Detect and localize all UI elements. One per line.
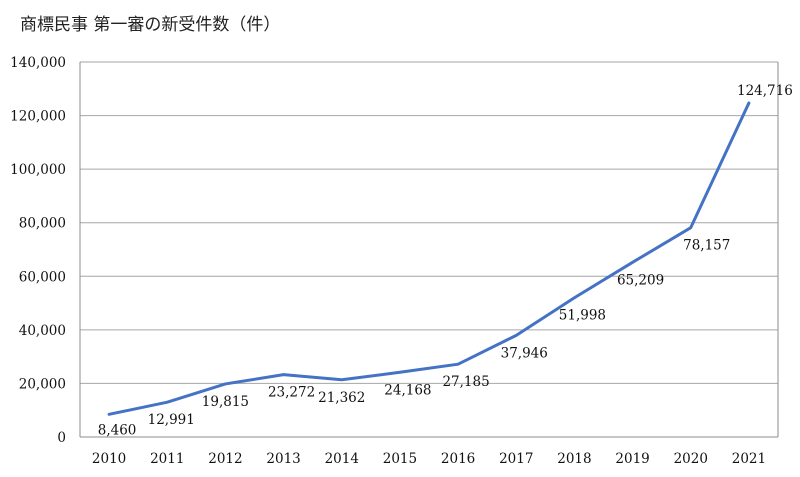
x-tick-label: 2013 bbox=[266, 451, 300, 467]
x-tick-label: 2014 bbox=[325, 451, 359, 467]
data-label: 51,998 bbox=[559, 308, 606, 324]
x-tick-label: 2018 bbox=[557, 451, 591, 467]
data-label: 12,991 bbox=[148, 412, 195, 428]
y-tick-label: 120,000 bbox=[10, 109, 66, 125]
data-label: 19,815 bbox=[202, 394, 249, 410]
data-label: 24,168 bbox=[384, 382, 431, 398]
data-label: 27,185 bbox=[442, 374, 489, 390]
x-tick-label: 2011 bbox=[150, 451, 184, 467]
data-label: 78,157 bbox=[683, 238, 730, 254]
data-label: 65,209 bbox=[617, 272, 664, 288]
y-tick-label: 0 bbox=[57, 430, 66, 446]
x-tick-label: 2017 bbox=[499, 451, 533, 467]
y-tick-label: 20,000 bbox=[19, 376, 66, 392]
series-line bbox=[107, 101, 751, 416]
y-tick-label: 140,000 bbox=[10, 55, 66, 71]
series-line-group bbox=[107, 101, 751, 416]
x-tick-label: 2012 bbox=[208, 451, 242, 467]
y-tick-label: 60,000 bbox=[19, 269, 66, 285]
data-labels: 8,460 12,991 19,815 23,272 21,362 24,168 27,18… bbox=[98, 83, 793, 438]
y-tick-label: 40,000 bbox=[19, 323, 66, 339]
y-axis-tick-labels: 0 20,000 40,000 60,000 80,000 100,000 120,000 1… bbox=[10, 55, 66, 446]
x-tick-label: 2021 bbox=[732, 451, 766, 467]
x-tick-label: 2020 bbox=[674, 451, 708, 467]
y-tick-label: 100,000 bbox=[10, 162, 66, 178]
data-label: 124,716 bbox=[737, 83, 793, 99]
data-label: 21,362 bbox=[318, 390, 365, 406]
x-tick-label: 2010 bbox=[92, 451, 126, 467]
chart-title: 商標民事 第一審の新受件数（件） bbox=[20, 15, 280, 35]
gridlines bbox=[79, 61, 779, 438]
y-tick-label: 80,000 bbox=[19, 216, 66, 232]
data-label: 8,460 bbox=[98, 422, 137, 438]
data-label: 23,272 bbox=[268, 385, 315, 401]
x-axis-tick-labels: 2010 2011 2012 2013 2014 2015 2016 2017 2018 2019… bbox=[92, 451, 766, 467]
x-tick-label: 2019 bbox=[615, 451, 649, 467]
data-label: 37,946 bbox=[501, 345, 548, 361]
x-tick-label: 2016 bbox=[441, 451, 475, 467]
x-tick-label: 2015 bbox=[383, 451, 417, 467]
